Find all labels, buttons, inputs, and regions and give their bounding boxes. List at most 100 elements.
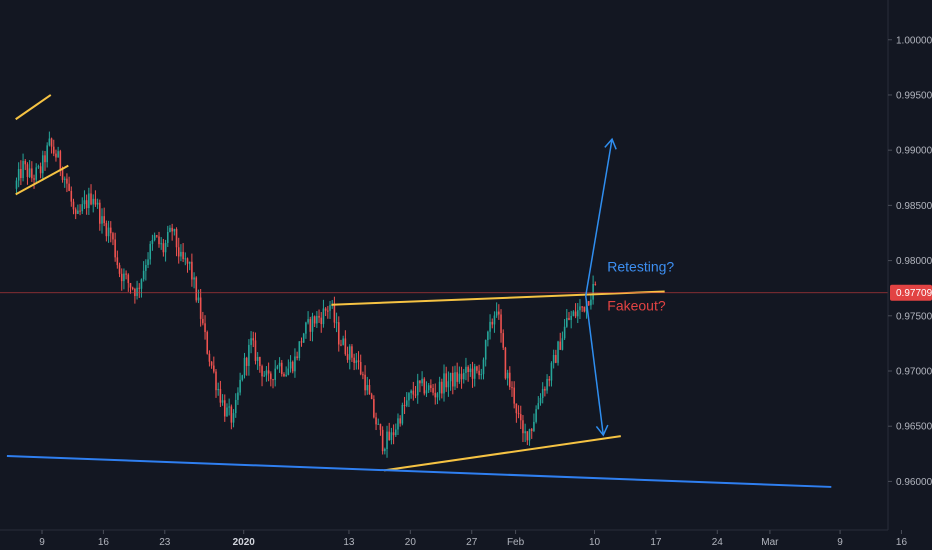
candle-body [123, 273, 125, 282]
candle-body [394, 429, 397, 436]
candle-body [460, 373, 463, 380]
candle-body [333, 304, 336, 323]
triangle-resistance-line[interactable] [331, 290, 665, 306]
candle-body [563, 326, 566, 339]
candle-body [105, 223, 108, 237]
candle-body [412, 390, 415, 395]
time-tick-label: 23 [159, 537, 171, 548]
candle-body [289, 361, 292, 369]
candle-body [552, 355, 555, 363]
candle-body [522, 420, 524, 434]
candle-body [432, 388, 434, 393]
candle-body [298, 341, 301, 359]
drawings-layer[interactable] [0, 94, 888, 488]
candle-body [311, 316, 314, 332]
candle-body [197, 297, 200, 301]
time-tick-label: 9 [837, 537, 843, 548]
candle-body [375, 417, 377, 425]
candle-body [287, 368, 290, 375]
candle-body [570, 315, 572, 320]
candle-body [436, 393, 439, 398]
candle-body [355, 360, 358, 363]
candle-body [140, 279, 143, 289]
candle-body [353, 357, 355, 363]
candle-body [408, 393, 410, 401]
candle-body [590, 299, 592, 306]
candle-body [120, 273, 123, 282]
candle-body [248, 344, 250, 366]
candle-body [55, 153, 57, 158]
candle-body [568, 317, 570, 320]
long-term-support-line[interactable] [6, 455, 832, 488]
time-axis[interactable]: 9 16 23 2020 13 20 27 Feb 10 17 24 Mar 9 16 [39, 530, 907, 548]
candle-body [509, 372, 511, 388]
candle-body [359, 361, 362, 375]
candle-body [223, 400, 226, 417]
candle-body [276, 366, 279, 369]
candle-body [579, 306, 581, 311]
candle-body [555, 355, 557, 363]
candle-body [526, 431, 529, 441]
candle-body [285, 374, 287, 377]
candle-body [379, 423, 382, 430]
candle-body [392, 432, 395, 436]
candle-body [454, 372, 456, 387]
candle-body [221, 400, 224, 403]
candle-body [456, 372, 458, 382]
candle-body [327, 310, 329, 312]
price-tick-label: 0.98000 [896, 256, 932, 267]
candle-body [118, 265, 121, 274]
candle-body [232, 413, 235, 423]
bullish-scenario-arrow[interactable] [585, 137, 617, 297]
triangle-support-line[interactable] [383, 435, 621, 472]
candle-body [151, 240, 154, 244]
price-axis[interactable]: 1.00000 0.99500 0.99000 0.98500 0.98000 0.975… [888, 35, 932, 488]
candle-body [272, 379, 274, 381]
candle-body [109, 227, 112, 234]
candle-body [465, 366, 467, 373]
candle-body [61, 169, 64, 180]
upper-channel-line[interactable] [15, 94, 52, 121]
candle-body [136, 287, 138, 296]
candle-body [261, 366, 263, 377]
candle-body [160, 243, 162, 245]
candle-body [438, 381, 441, 394]
candle-body [153, 235, 156, 241]
bearish-scenario-arrow[interactable] [584, 295, 609, 437]
price-tick-label: 0.98500 [896, 201, 932, 212]
candle-body [351, 346, 353, 358]
candle-body [166, 231, 169, 243]
lower-channel-line[interactable] [15, 164, 69, 196]
candle-body [381, 429, 384, 452]
candle-body [24, 160, 27, 165]
candle-body [116, 257, 119, 266]
candle-body [513, 387, 515, 404]
candle-body [35, 167, 38, 180]
candle-body [498, 311, 500, 315]
candle-body [320, 317, 323, 325]
candle-body [425, 390, 428, 394]
candle-body [447, 381, 450, 388]
candle-body [495, 311, 498, 316]
candle-body [517, 413, 520, 415]
candle-body [199, 297, 202, 319]
candle-body [541, 388, 544, 398]
candle-body [22, 160, 24, 179]
price-tick-label: 0.99500 [896, 90, 932, 101]
price-tick-label: 0.96000 [896, 477, 932, 488]
candle-body [530, 429, 533, 431]
candle-body [362, 374, 364, 376]
candle-body [467, 366, 469, 373]
candle-body [427, 385, 430, 391]
candle-body [500, 314, 502, 334]
candle-body [401, 404, 404, 424]
candle-body [544, 388, 546, 391]
candle-body [489, 321, 491, 332]
candle-body [103, 216, 105, 224]
time-tick-label: 24 [712, 537, 724, 548]
candle-body [114, 239, 116, 258]
fakeout-label: Fakeout? [607, 297, 666, 313]
candle-body [243, 357, 246, 376]
candle-body [307, 319, 309, 323]
